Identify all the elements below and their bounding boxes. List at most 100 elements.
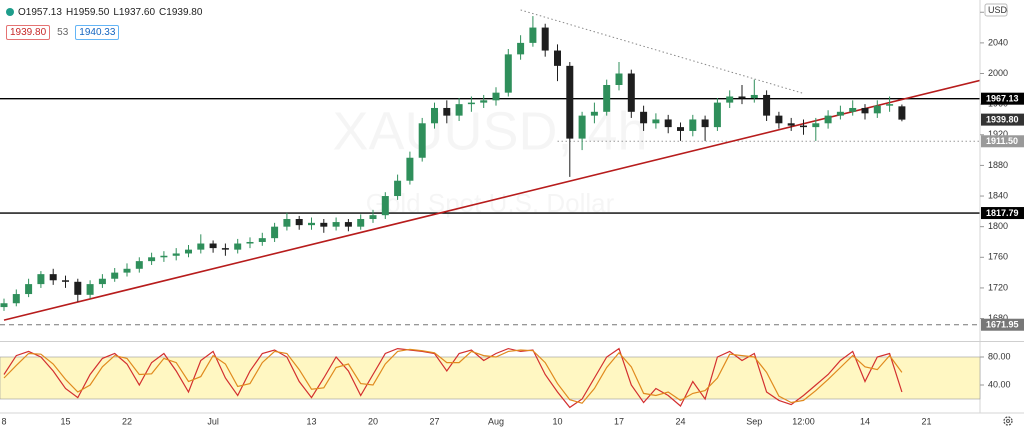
candle-body xyxy=(135,261,143,269)
settings-icon-ring xyxy=(1003,416,1013,426)
candle-body xyxy=(455,104,463,116)
x-tick-label: 15 xyxy=(60,416,70,426)
candle-body xyxy=(775,115,783,124)
candle-body xyxy=(689,119,697,131)
candle-body xyxy=(824,115,832,124)
trade-row: 1939.80 53 1940.33 xyxy=(6,24,202,40)
x-tick-label: 12:00 xyxy=(792,416,815,426)
candle-body xyxy=(295,219,303,226)
candle-body xyxy=(357,219,365,227)
candle-body xyxy=(898,106,906,120)
candle-body xyxy=(25,284,33,295)
candle-body xyxy=(308,222,315,226)
x-tick-label: 24 xyxy=(675,416,685,426)
indicator-line xyxy=(3,348,903,404)
candle-body xyxy=(12,294,20,304)
candle-body xyxy=(62,280,69,282)
buy-button[interactable]: 1940.33 xyxy=(75,24,120,40)
candle-body xyxy=(148,257,156,262)
level-label: 1939.80 xyxy=(986,114,1019,124)
currency-badge: USD xyxy=(988,5,1008,15)
x-tick-label: 8 xyxy=(1,416,6,426)
candle-body xyxy=(283,219,291,227)
ohlc-close: C1939.80 xyxy=(159,6,203,18)
ohlc-low: L1937.60 xyxy=(113,6,156,18)
indicator-tick-label: 40.00 xyxy=(988,379,1011,389)
candle-body xyxy=(246,241,254,244)
candle-body xyxy=(627,73,635,112)
level-label-bg xyxy=(981,135,1024,148)
currency-badge-bg xyxy=(984,3,1008,17)
ohlc-row: O1957.13 H1959.50 L1937.60 C1939.80 xyxy=(6,4,202,20)
candle-body xyxy=(369,215,377,220)
candle-body xyxy=(701,119,709,128)
candle-body xyxy=(394,180,402,197)
candle-body xyxy=(467,102,475,105)
symbol-icon[interactable] xyxy=(6,8,14,16)
candle-body xyxy=(332,222,340,227)
indicator-tick-label: 80.00 xyxy=(988,351,1011,361)
x-tick-label: 22 xyxy=(122,416,132,426)
candle-body xyxy=(578,115,586,139)
candle-body xyxy=(492,92,500,101)
candle-body xyxy=(111,272,119,279)
y-tick-label: 1680 xyxy=(988,313,1008,323)
candle-body xyxy=(172,253,180,256)
candle-body xyxy=(49,274,57,281)
candle-body xyxy=(431,107,438,124)
settings-icon-hub xyxy=(1006,419,1010,423)
watermark-symbol: XAUUSD, 4h xyxy=(332,101,647,161)
candle-body xyxy=(209,243,217,249)
level-label: 1671.95 xyxy=(986,320,1019,330)
candle-body xyxy=(529,27,537,43)
candle-body xyxy=(541,27,549,51)
candle-body xyxy=(652,119,660,124)
price-pane: XAUUSD, 4hGold Spot U.S. Dollar xyxy=(0,9,980,326)
level-label-bg xyxy=(981,318,1024,331)
y-tick-label: 2000 xyxy=(988,68,1008,78)
candle-body xyxy=(123,268,131,273)
candle-body xyxy=(185,249,192,254)
x-tick-label: 27 xyxy=(429,416,439,426)
candle-body xyxy=(886,104,894,106)
header: O1957.13 H1959.50 L1937.60 C1939.80 1939… xyxy=(6,4,202,40)
candle-body xyxy=(738,96,746,99)
candle-body xyxy=(713,102,721,128)
candle-body xyxy=(590,111,598,116)
candle-body xyxy=(480,100,488,103)
settings-icon[interactable] xyxy=(1003,416,1013,426)
y-tick-label: 1800 xyxy=(988,221,1008,231)
sell-button[interactable]: 1939.80 xyxy=(6,24,51,40)
y-tick-label: 1920 xyxy=(988,129,1008,139)
trendline xyxy=(3,79,980,321)
y-tick-label: 1880 xyxy=(988,160,1008,170)
candle-body xyxy=(320,222,328,227)
ohlc-high: H1959.50 xyxy=(65,6,110,18)
candle-body xyxy=(197,243,205,250)
ohlc-open: O1957.13 xyxy=(18,6,62,18)
candle-body xyxy=(160,255,168,258)
y-tick-label: 1720 xyxy=(988,282,1008,292)
candle-body xyxy=(74,281,82,295)
candle-body xyxy=(344,222,352,227)
candle-body xyxy=(234,243,242,250)
candle-body xyxy=(800,125,807,128)
level-label-bg xyxy=(981,113,1024,126)
candle-body xyxy=(566,65,574,139)
candle-body xyxy=(664,119,672,128)
candle-body xyxy=(504,54,512,93)
level-label-bg xyxy=(981,92,1024,105)
candle-body xyxy=(640,111,648,124)
level-label: 1967.13 xyxy=(986,94,1019,104)
trendline xyxy=(520,9,804,94)
x-tick-label: Sep xyxy=(746,416,762,426)
y-tick-label: 2040 xyxy=(988,37,1008,47)
x-tick-label: 10 xyxy=(552,416,562,426)
x-tick-label: 20 xyxy=(368,416,378,426)
candle-body xyxy=(861,107,869,114)
candle-body xyxy=(849,107,857,112)
candle-body xyxy=(677,127,684,131)
x-tick-label: Aug xyxy=(488,416,504,426)
